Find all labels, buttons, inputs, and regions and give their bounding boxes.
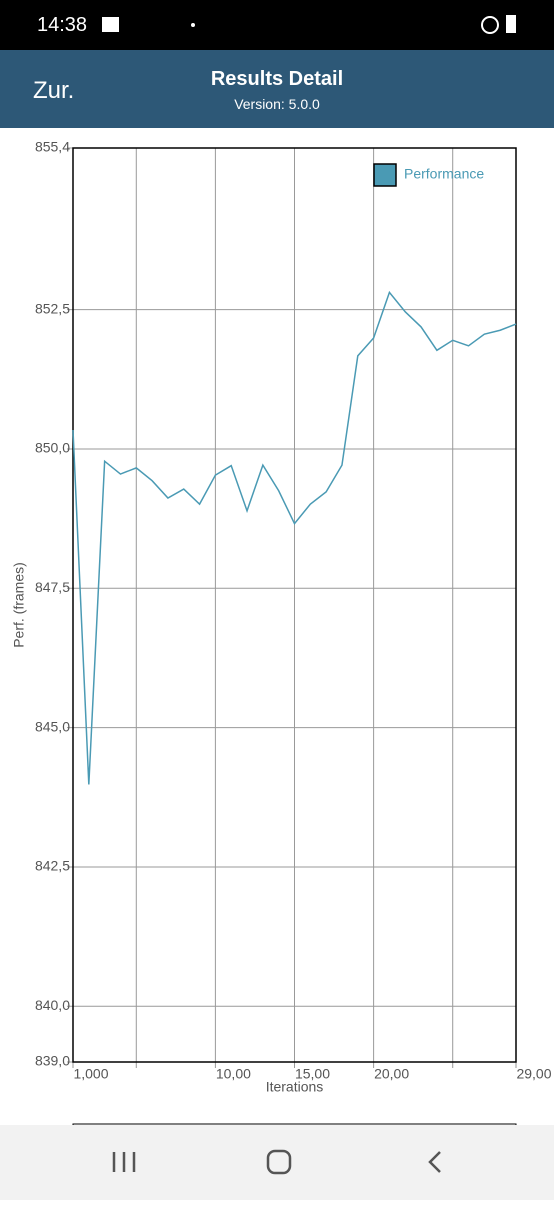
x-tick-label: 10,00 [216, 1066, 251, 1082]
status-bar: 14:38 [0, 0, 554, 50]
nav-bar [0, 1125, 554, 1200]
nav-icons [112, 1149, 441, 1175]
next-chart-frame [72, 1123, 517, 1125]
x-axis-label: Iterations [266, 1079, 324, 1095]
x-tick-label: 15,00 [295, 1066, 330, 1082]
x-tick-label: 29,00 [516, 1066, 551, 1082]
legend-label: Performance [404, 166, 484, 182]
clock: 14:38 [37, 14, 88, 36]
back-button[interactable]: Zur. [33, 77, 75, 104]
data-line [72, 290, 517, 785]
x-tick-label: 1,000 [73, 1066, 108, 1082]
y-tick-label: 840,0 [35, 997, 70, 1013]
y-axis-label: Perf. (frames) [11, 562, 27, 648]
y-tick-label: 842,5 [35, 858, 70, 874]
plot-frame [72, 147, 517, 1063]
title: Results Detail [210, 68, 344, 90]
app-header: Zur. Results Detail Version: 5.0.0 [0, 50, 554, 128]
y-tick-label: 839,0 [35, 1053, 70, 1069]
y-tick-label: 845,0 [35, 718, 70, 734]
status-icons [102, 15, 516, 34]
y-tick-label: 847,5 [35, 579, 70, 595]
back-nav[interactable] [428, 1151, 441, 1173]
y-tick-label: 855,4 [35, 139, 70, 155]
x-tick-label: 20,00 [374, 1066, 409, 1082]
legend-swatch [373, 163, 397, 187]
chart: 839,0 840,0 842,5 845,0 847,5 850,0 852,5 855,4… [11, 139, 552, 1125]
subtitle: Version: 5.0.0 [234, 96, 320, 112]
y-tick-label: 852,5 [35, 300, 70, 316]
home-button[interactable] [266, 1149, 292, 1175]
y-tick-label: 850,0 [35, 440, 70, 456]
